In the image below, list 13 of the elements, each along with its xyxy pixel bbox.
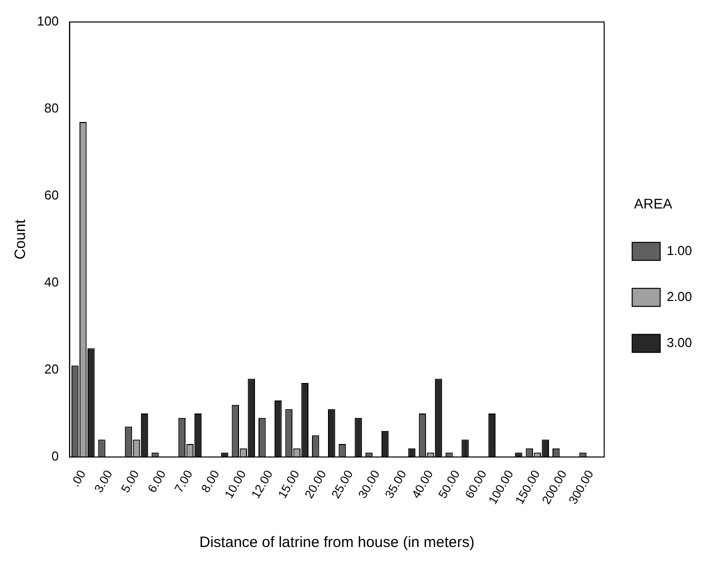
legend-label: 2.00 [666, 288, 692, 304]
y-tick-label: 80 [44, 100, 59, 116]
y-tick-label: 40 [44, 274, 59, 290]
legend-label: 1.00 [666, 242, 692, 258]
legend-label: 3.00 [666, 334, 692, 350]
x-tick-label: .00 [68, 467, 89, 490]
y-tick-label: 60 [44, 188, 59, 203]
y-tick-label: 0 [51, 448, 59, 464]
y-tick-label: 20 [44, 362, 59, 377]
y-axis-title: Count [12, 218, 30, 260]
legend-title: AREA [634, 195, 673, 212]
x-axis-title: Distance of latrine from house (in meters) [199, 534, 474, 552]
y-tick-label: 100 [36, 14, 59, 29]
